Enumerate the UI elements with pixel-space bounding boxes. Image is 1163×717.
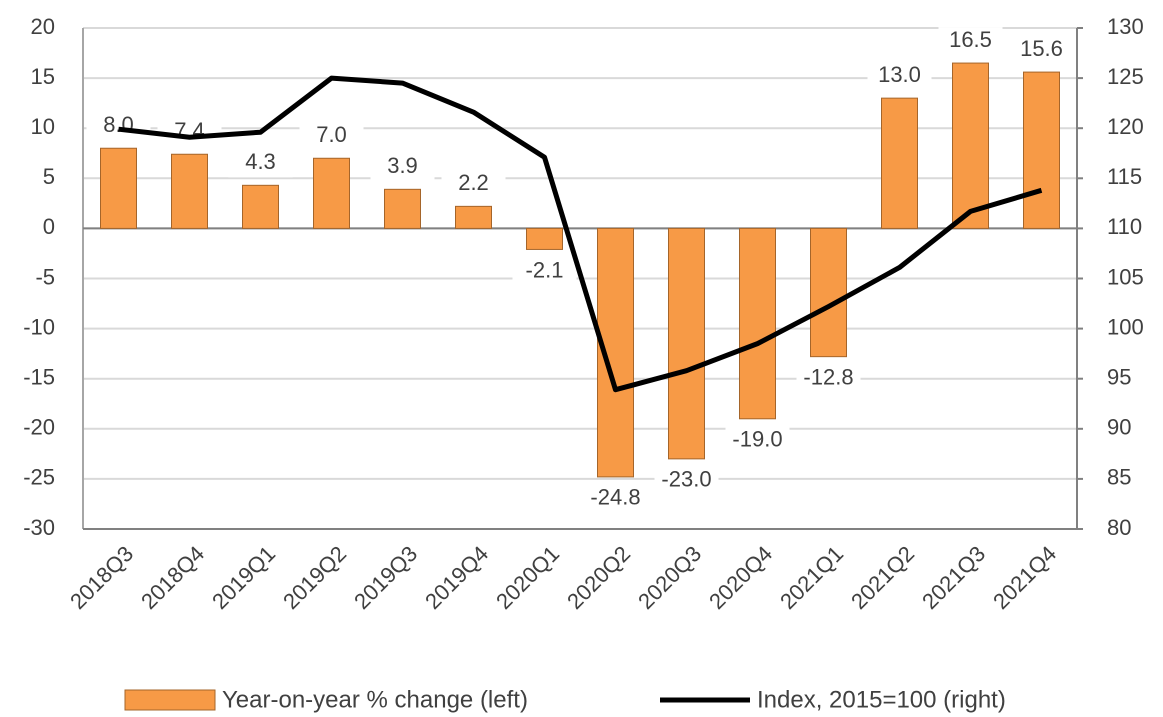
y-tick-label: -15: [23, 365, 55, 390]
label-bg: [512, 257, 577, 286]
x-tick-label: 2018Q3: [65, 541, 138, 614]
label-bg: [228, 149, 293, 178]
x-tick-label: 2019Q2: [278, 541, 351, 614]
y2-tick-label: 80: [1107, 515, 1131, 540]
y-tick-label: 0: [43, 214, 55, 239]
data-label: -24.8: [590, 485, 640, 510]
data-label: 3.9: [387, 153, 418, 178]
x-tick-label: 2020Q4: [704, 541, 777, 614]
x-tick-label: 2021Q1: [775, 541, 848, 614]
x-tick-label: 2020Q3: [633, 541, 706, 614]
bar: [881, 97, 918, 229]
y-tick-label: 10: [31, 114, 55, 139]
line: [118, 75, 1043, 393]
bar: [100, 147, 137, 229]
label-bg: [86, 112, 151, 141]
bar: [952, 62, 989, 229]
data-label: -12.8: [803, 364, 853, 389]
x-tick-label: 2019Q1: [207, 541, 280, 614]
label-bg: [370, 153, 435, 182]
y2-tick-label: 95: [1107, 365, 1131, 390]
label-bg: [725, 426, 790, 455]
y-tick-label: -30: [23, 515, 55, 540]
x-tick-label: 2018Q4: [136, 541, 209, 614]
bar: [526, 227, 563, 250]
x-tick-label: 2019Q3: [349, 541, 422, 614]
y2-tick-label: 100: [1107, 314, 1144, 339]
x-tick-label: 2021Q2: [846, 541, 919, 614]
label-bg: [441, 170, 506, 199]
bar: [1023, 71, 1060, 229]
bar: [313, 157, 350, 229]
y2-tick-label: 90: [1107, 415, 1131, 440]
x-tick-label: 2019Q4: [420, 541, 493, 614]
label-bg: [583, 484, 648, 513]
bar: [455, 205, 492, 229]
y2-tick-label: 110: [1107, 214, 1142, 239]
data-label: 8.0: [103, 112, 134, 137]
y-tick-label: -20: [23, 415, 55, 440]
legend-label: Index, 2015=100 (right): [757, 686, 1006, 713]
data-label: -19.0: [732, 427, 782, 452]
y-tick-label: 15: [31, 64, 55, 89]
label-bg: [867, 62, 932, 91]
y-tick-label: -10: [23, 314, 55, 339]
bar: [384, 188, 421, 229]
x-tick-label: 2020Q2: [562, 541, 635, 614]
bar: [739, 227, 776, 420]
y2-tick-label: 115: [1107, 164, 1142, 189]
y2-tick-label: 130: [1107, 14, 1144, 39]
label-bg: [796, 364, 861, 393]
y-tick-label: -25: [23, 465, 55, 490]
y2-tick-label: 105: [1107, 264, 1144, 289]
data-label: 7.0: [316, 122, 347, 147]
y2-tick-label: 125: [1107, 64, 1144, 89]
bar: [668, 227, 705, 460]
data-label: 4.3: [245, 149, 276, 174]
label-bg: [938, 27, 1003, 56]
data-label: 15.6: [1020, 36, 1063, 61]
bar: [171, 153, 208, 229]
data-label: -2.1: [526, 257, 564, 282]
y2-tick-label: 120: [1107, 114, 1144, 139]
x-tick-label: 2021Q4: [988, 541, 1061, 614]
y-tick-label: -5: [35, 264, 55, 289]
data-label: 16.5: [949, 27, 992, 52]
label-bg: [157, 118, 222, 147]
x-tick-label: 2020Q1: [491, 541, 564, 614]
x-tick-label: 2021Q3: [917, 541, 990, 614]
data-label: 13.0: [878, 62, 921, 87]
bar: [242, 184, 279, 229]
y2-tick-label: 85: [1107, 465, 1131, 490]
y-tick-label: 20: [31, 14, 55, 39]
label-bg: [654, 466, 719, 495]
legend-swatch: [124, 689, 216, 711]
data-label: 2.2: [458, 170, 489, 195]
data-label: -23.0: [661, 467, 711, 492]
y-tick-label: 5: [43, 164, 55, 189]
bar: [810, 227, 847, 358]
label-bg: [299, 122, 364, 151]
legend-label: Year-on-year % change (left): [222, 686, 528, 713]
label-bg: [1009, 36, 1074, 65]
